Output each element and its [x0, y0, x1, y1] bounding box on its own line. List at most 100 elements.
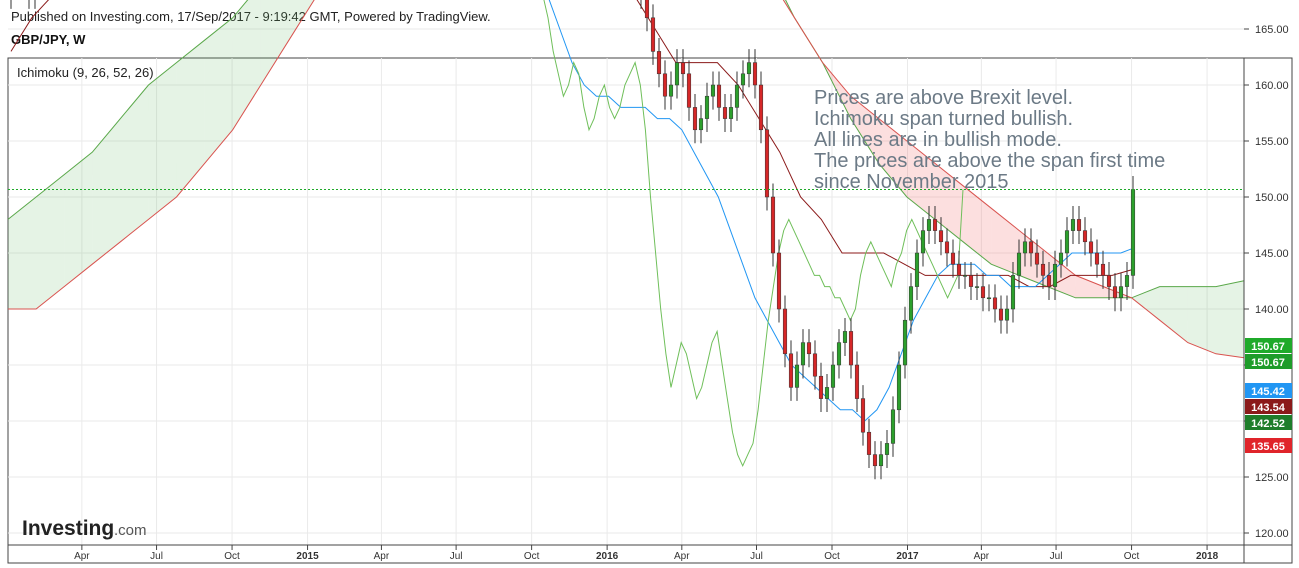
candle-body: [680, 62, 686, 75]
candle-body: [944, 241, 950, 254]
candle-body: [1034, 252, 1040, 265]
candle: [938, 217, 944, 256]
candle: [842, 317, 848, 357]
candle: [1004, 295, 1010, 334]
candle: [662, 60, 668, 110]
candle-body: [1100, 263, 1106, 276]
candle: [788, 340, 794, 401]
candle: [878, 441, 884, 480]
x-tick-label: Jul: [450, 551, 463, 562]
candle: [830, 351, 836, 401]
candle: [668, 71, 674, 110]
price-badge-bg: [1245, 415, 1292, 430]
x-tick-label: Apr: [974, 551, 990, 562]
candle-body: [698, 118, 704, 131]
candle-body: [662, 73, 668, 97]
annotation-line: Prices are above Brexit level.: [814, 87, 1073, 109]
candle-body: [1124, 275, 1130, 287]
candle: [1124, 261, 1130, 301]
candle-body: [722, 107, 728, 119]
ichimoku-lines: [7, 0, 1245, 468]
candle: [1046, 261, 1052, 301]
y-tick-label: 125.00: [1255, 472, 1289, 484]
candle-body: [968, 275, 974, 287]
candle-body: [770, 196, 776, 254]
x-tick-label: Jul: [750, 551, 763, 562]
candle-body: [884, 443, 890, 455]
candle: [944, 228, 950, 267]
candle-body: [746, 62, 752, 75]
candle: [656, 37, 662, 88]
candle-body: [806, 342, 812, 355]
price-badges: 150.67 150.67 145.42 143.54 142.52 135.65: [1245, 338, 1292, 453]
candle: [34, 0, 36, 9]
y-tick-label: 155.00: [1255, 136, 1289, 148]
candle: [818, 362, 824, 413]
price-badge-label: 150.67: [1251, 341, 1285, 353]
cloud-segment: [850, 96, 879, 164]
candle-body: [1094, 252, 1100, 265]
x-tick-label: Jul: [1050, 551, 1063, 562]
price-badge: 145.42: [1245, 383, 1292, 398]
annotation-line: since November 2015: [814, 171, 1009, 193]
candle: [896, 351, 902, 424]
candle-body: [1070, 219, 1076, 231]
tenkan-sen: [548, 0, 1134, 422]
candle: [1010, 261, 1016, 323]
candle-body: [1064, 230, 1070, 254]
senkou-span-b: [8, 0, 1245, 359]
candle-body: [932, 219, 938, 231]
candle: [920, 217, 926, 267]
candle-body: [890, 409, 896, 444]
candle: [1112, 273, 1118, 312]
candle-body: [674, 62, 680, 86]
candle-body: [836, 342, 842, 366]
candle-body: [776, 252, 782, 310]
candle: [1022, 228, 1028, 267]
candle-body: [1028, 241, 1034, 254]
candle: [728, 93, 734, 133]
cloud-segment: [1187, 286, 1216, 354]
price-badge: 143.54: [1245, 399, 1292, 414]
candle-body: [644, 0, 650, 19]
candle: [692, 93, 698, 144]
candle: [686, 60, 692, 121]
candle: [824, 373, 830, 413]
candle: [854, 351, 860, 413]
cloud-segment: [148, 62, 177, 220]
cloud-segment: [963, 185, 992, 265]
candle-body: [692, 107, 698, 131]
kijun-sen: [10, 0, 1134, 288]
candle-body: [854, 364, 860, 399]
time-axis[interactable]: Apr Jul Oct 2015 Apr Jul Oct 2016 Apr Jul Oct 2017 A…: [74, 545, 1219, 562]
candle-body: [752, 62, 758, 86]
candle-body: [788, 353, 794, 388]
candle-body: [842, 331, 848, 343]
x-tick-label: 2018: [1196, 551, 1219, 562]
candle-body: [1076, 219, 1082, 231]
symbol-title: GBP/JPY, W: [11, 32, 86, 47]
candle: [722, 93, 728, 133]
candle-body: [704, 95, 710, 119]
candle-body: [812, 353, 818, 377]
candle: [836, 329, 842, 379]
price-badge-bg: [1245, 354, 1292, 369]
cloud-segment: [906, 141, 935, 220]
cloud-segment: [232, 0, 261, 130]
candle-body: [998, 308, 1004, 321]
y-tick-label: 165.00: [1255, 24, 1289, 36]
annotation-line: All lines are in bullish mode.: [814, 129, 1062, 151]
candle: [1058, 239, 1064, 278]
cloud-segment: [935, 163, 964, 242]
candle-body: [866, 431, 872, 455]
candle: [1118, 273, 1124, 312]
x-tick-label: Oct: [224, 551, 240, 562]
candle: [812, 340, 818, 390]
candle-body: [992, 297, 998, 310]
candle-body: [1010, 275, 1016, 310]
price-badge-bg: [1245, 438, 1292, 453]
candle: [914, 239, 920, 301]
candle: [794, 351, 800, 401]
candle: [932, 205, 938, 245]
